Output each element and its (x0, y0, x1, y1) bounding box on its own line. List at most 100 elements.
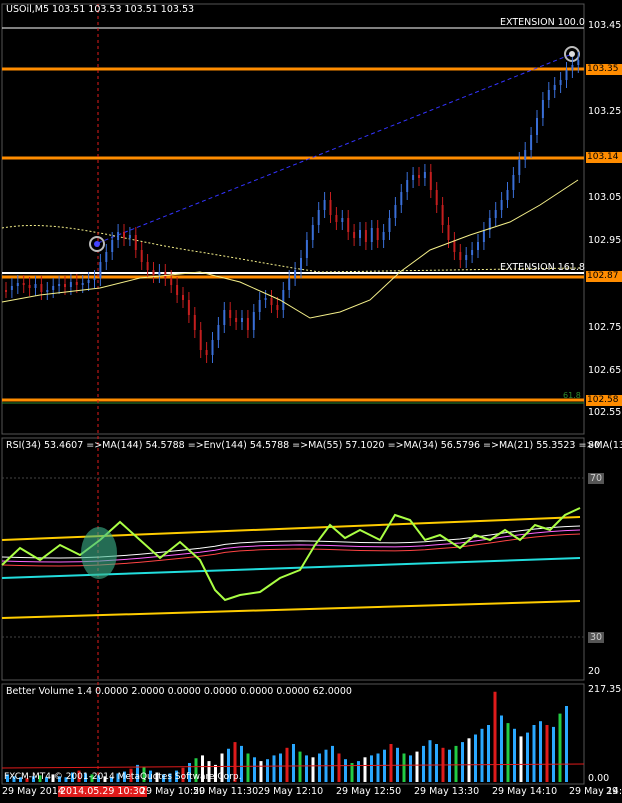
rsi-axis-30: 30 (588, 632, 605, 643)
price-axis-label: 103.45 (588, 20, 622, 31)
fib-anchor-dot-left (94, 241, 100, 247)
volume-bar (97, 775, 100, 782)
fib-anchor-handle-left[interactable] (89, 236, 105, 252)
candle-body (176, 285, 179, 295)
volume-bar (454, 745, 458, 782)
volume-axis-min: 0.00 (588, 773, 610, 784)
candle-body (530, 135, 533, 150)
candle-body (441, 205, 444, 225)
volume-bar (311, 757, 315, 782)
candle-body (69, 282, 72, 287)
candle-body (46, 290, 49, 292)
candle-body (134, 235, 137, 250)
volume-bar (519, 736, 523, 782)
volume-bar (422, 745, 425, 782)
fib-anchor-dot-right (569, 51, 575, 57)
candle-body (28, 285, 31, 288)
candle-body (264, 298, 267, 300)
volume-bar (253, 757, 256, 782)
candle-body (34, 284, 37, 288)
extension-100-label: EXTENSION 100.0 (500, 17, 585, 28)
candle-body (317, 210, 320, 225)
volume-bar (272, 755, 276, 782)
volume-bar (318, 753, 321, 782)
candle-body (518, 160, 521, 175)
time-axis-label: 29 May 10:50 (140, 786, 206, 797)
volume-bar (298, 751, 302, 782)
trend-dashed-line[interactable] (97, 53, 573, 244)
volume-axis-max: 217.35 (588, 684, 622, 695)
candle-body (22, 283, 25, 285)
candle-body (500, 200, 503, 210)
candle-body (276, 305, 279, 310)
candle-body (553, 85, 556, 90)
volume-bar (194, 758, 198, 782)
volume-bar (305, 755, 308, 782)
volume-bar (110, 777, 113, 782)
volume-bar (207, 761, 211, 782)
candle-body (341, 218, 344, 222)
candle-body (111, 240, 114, 252)
fib-61-label: 61.8 (563, 391, 581, 400)
volume-bar (402, 753, 406, 782)
volume-bar (71, 772, 74, 782)
price-axis-label: 102.65 (588, 365, 622, 376)
volume-bar (409, 755, 412, 782)
volume-bar (370, 755, 373, 782)
volume-bar (415, 751, 419, 782)
volume-bar (12, 776, 16, 782)
volume-bar (233, 742, 237, 782)
candle-body (205, 350, 208, 355)
volume-bar (565, 706, 568, 782)
candle-body (541, 100, 544, 118)
price-tag: 103.14 (586, 152, 622, 163)
volume-bar (19, 777, 22, 782)
cursor-time-label: 2014.05.29 10:30 (58, 786, 147, 797)
candle-body (577, 60, 580, 65)
copyright-text: FXCM-MT4,© 2001-2014 MetaQuotes Software… (4, 772, 242, 782)
volume-bar (558, 713, 562, 782)
volume-bar (344, 759, 347, 782)
price-axis-label: 102.55 (588, 407, 622, 418)
volume-bar (532, 725, 536, 782)
price-tag: 103.35 (586, 64, 622, 75)
candle-body (270, 298, 273, 305)
price-axis-label: 103.05 (588, 192, 622, 203)
candle-body (459, 252, 462, 260)
candle-body (16, 283, 19, 286)
volume-bar (480, 728, 484, 782)
candle-body (93, 278, 96, 280)
candle-body (235, 318, 238, 322)
rsi-axis-80: 80 (588, 440, 601, 451)
candle-body (329, 200, 332, 215)
volume-bar (129, 768, 133, 782)
volume-bar (376, 753, 380, 782)
volume-bar (103, 776, 107, 782)
volume-bar (259, 761, 263, 782)
candle-body (435, 190, 438, 205)
rsi-title: RSI(34) 53.4607 =>MA(144) 54.5788 =>Env(… (6, 440, 622, 451)
rsi-panel-frame (1, 437, 585, 681)
volume-bar (136, 764, 139, 782)
candle-body (158, 272, 161, 275)
rsi-axis-20: 20 (588, 666, 601, 677)
candle-body (388, 218, 391, 232)
volume-bar (279, 753, 282, 782)
candle-body (75, 282, 78, 285)
candle-body (258, 300, 261, 312)
candle-body (223, 310, 226, 325)
volume-bar (58, 776, 61, 782)
candle-body (571, 65, 574, 70)
fib-curve-dotted (1, 225, 581, 273)
volume-bar (526, 732, 529, 782)
rsi-envelope-lower (1, 600, 581, 619)
candle-body (117, 232, 120, 240)
volume-bar (51, 774, 55, 782)
volume-bar (142, 766, 146, 782)
candle-body (524, 150, 527, 160)
time-axis-label: 29 May 11:30 (193, 786, 259, 797)
main-panel-frame (1, 3, 585, 435)
volume-bar (149, 770, 152, 782)
candle-body (217, 325, 220, 340)
